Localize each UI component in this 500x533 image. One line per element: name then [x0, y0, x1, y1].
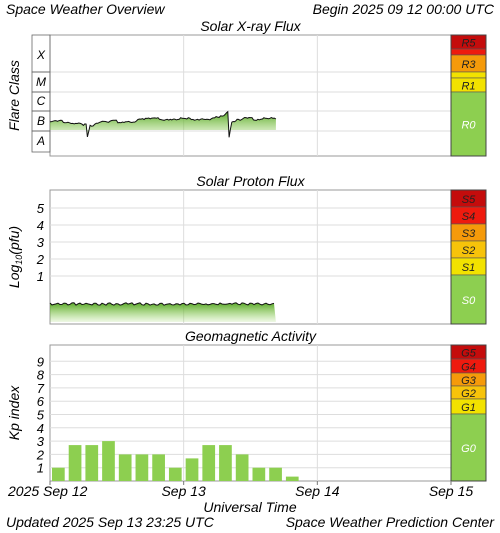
kp-bar — [135, 454, 149, 481]
y-tick-label: 3 — [37, 434, 45, 449]
kp-bar — [235, 454, 249, 481]
prediction-center: Space Weather Prediction Center — [285, 514, 494, 530]
y-tick-label: 2 — [36, 252, 45, 267]
scale-label: S3 — [462, 228, 476, 240]
scale-label: S2 — [462, 245, 475, 257]
kp-bar — [102, 441, 115, 481]
scale-label: R0 — [461, 120, 476, 132]
kp-bar — [68, 445, 82, 481]
xray-flux-line — [49, 110, 277, 138]
y-tick-label: X — [36, 48, 46, 62]
plot-area-2 — [49, 189, 452, 325]
y-axis-label: Flare Class — [6, 60, 22, 131]
y-tick-label: 9 — [37, 354, 44, 369]
x-tick-label: Sep 14 — [295, 483, 340, 499]
y-tick-label: 1 — [37, 269, 44, 284]
y-tick-label: C — [37, 94, 46, 108]
scale-frame-1 — [450, 34, 487, 157]
scale-label: G4 — [461, 362, 476, 374]
y-tick-label: 4 — [37, 218, 44, 233]
begin-time: Begin 2025 09 12 00:00 UTC — [312, 1, 494, 17]
scale-label: G3 — [461, 375, 477, 387]
x-tick-label: 2025 Sep 12 — [7, 483, 88, 499]
kp-bar — [269, 467, 282, 481]
scale-segment — [450, 413, 487, 482]
kp-bar — [118, 454, 132, 481]
y-tick-label: M — [36, 75, 46, 89]
updated-time: Updated 2025 Sep 13 23:25 UTC — [6, 514, 214, 530]
x-axis-label: Universal Time — [203, 499, 297, 515]
scale-frame-3 — [450, 344, 487, 482]
y-axis-label: Kp index — [6, 385, 22, 440]
scale-label: G0 — [461, 443, 477, 455]
y-tick-label: 6 — [37, 394, 45, 409]
panel-title: Solar X-ray Flux — [200, 18, 301, 34]
scale-segment — [450, 48, 487, 56]
y-tick-label: 1 — [37, 461, 44, 476]
y-tick-label: 5 — [37, 201, 45, 216]
proton-flux-line — [49, 302, 275, 306]
proton-flux-area — [50, 302, 276, 322]
scale-label: G2 — [461, 388, 476, 400]
scale-segment — [450, 71, 487, 79]
scale-frame-2 — [450, 189, 487, 325]
kp-bar — [52, 467, 65, 481]
scale-label: S4 — [462, 211, 475, 223]
y-axis-label: Log10(pfu) — [6, 226, 24, 288]
kp-bar — [219, 445, 232, 481]
scale-label: G5 — [461, 348, 477, 360]
scale-label: S0 — [462, 295, 476, 307]
x-tick-label: Sep 13 — [161, 483, 206, 499]
y-tick-label: 2 — [36, 447, 45, 462]
xray-flux-area — [50, 111, 276, 138]
kp-bar — [168, 467, 182, 481]
y-tick-label: 5 — [37, 408, 45, 423]
kp-bar — [285, 476, 299, 481]
y-tick-label: 8 — [37, 368, 45, 383]
scale-segment — [450, 91, 487, 157]
y-tick-label: 4 — [37, 421, 44, 436]
kp-bar — [202, 445, 216, 481]
y-tick-label: 7 — [37, 381, 45, 396]
kp-bar — [185, 458, 199, 481]
kp-bar — [85, 445, 99, 481]
x-tick-label: Sep 15 — [429, 483, 474, 499]
scale-label: R3 — [461, 59, 476, 71]
panel-title: Geomagnetic Activity — [185, 328, 317, 344]
y-tick-label: A — [36, 134, 45, 148]
overview-title: Space Weather Overview — [6, 1, 165, 17]
kp-bar — [152, 454, 165, 481]
plot-area-1 — [49, 34, 452, 157]
scale-label: R5 — [461, 38, 476, 50]
y-tick-label: B — [37, 114, 45, 128]
scale-label: G1 — [461, 402, 476, 414]
scale-segment — [450, 274, 487, 325]
panel-title: Solar Proton Flux — [196, 173, 305, 189]
kp-bar — [252, 467, 266, 481]
scale-label: S1 — [462, 262, 475, 274]
class-tick-box — [31, 34, 51, 73]
scale-label: R1 — [461, 81, 475, 93]
plot-area-3 — [49, 344, 452, 482]
y-tick-label: 3 — [37, 235, 45, 250]
scale-label: S5 — [462, 194, 476, 206]
